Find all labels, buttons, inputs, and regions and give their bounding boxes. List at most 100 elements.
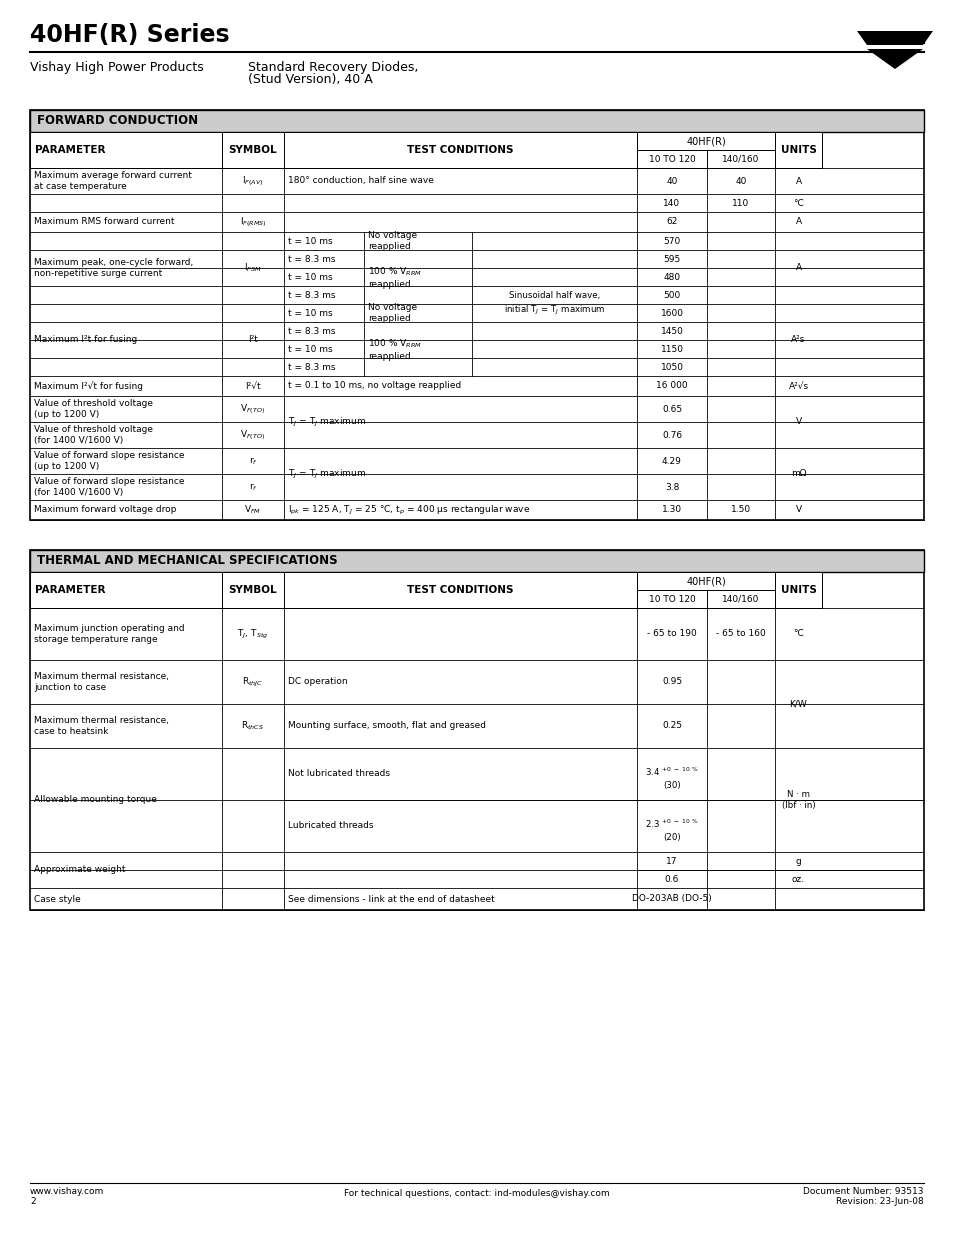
Bar — [30, 110, 923, 520]
Bar — [284, 572, 637, 608]
Text: Maximum forward voltage drop: Maximum forward voltage drop — [34, 505, 176, 515]
Bar — [637, 572, 774, 590]
Text: I$_{F(RMS)}$: I$_{F(RMS)}$ — [239, 215, 266, 228]
Text: 595: 595 — [662, 254, 679, 263]
Bar — [222, 132, 284, 168]
Text: °C: °C — [792, 630, 803, 638]
Bar — [706, 590, 774, 608]
Text: 17: 17 — [665, 857, 677, 866]
Text: V$_{F(TO)}$: V$_{F(TO)}$ — [240, 429, 265, 442]
Text: Value of threshold voltage
(up to 1200 V): Value of threshold voltage (up to 1200 V… — [34, 399, 152, 419]
Text: FORWARD CONDUCTION: FORWARD CONDUCTION — [37, 115, 198, 127]
Text: 140/160: 140/160 — [721, 594, 759, 604]
Text: g: g — [795, 857, 801, 866]
Text: 1150: 1150 — [659, 345, 682, 353]
Text: t = 10 ms: t = 10 ms — [288, 236, 333, 246]
Text: Value of threshold voltage
(for 1400 V/1600 V): Value of threshold voltage (for 1400 V/1… — [34, 425, 152, 446]
Text: UNITS: UNITS — [780, 144, 816, 156]
Text: Document Number: 93513: Document Number: 93513 — [802, 1187, 923, 1195]
Text: No voltage
reapplied: No voltage reapplied — [368, 303, 416, 324]
Text: Revision: 23-Jun-08: Revision: 23-Jun-08 — [836, 1197, 923, 1205]
Text: 0.65: 0.65 — [661, 405, 681, 414]
Text: t = 10 ms: t = 10 ms — [288, 345, 333, 353]
Text: TEST CONDITIONS: TEST CONDITIONS — [407, 144, 514, 156]
Text: 0.95: 0.95 — [661, 678, 681, 687]
Text: I$_{pk}$ = 125 A, T$_J$ = 25 °C, t$_p$ = 400 µs rectangular wave: I$_{pk}$ = 125 A, T$_J$ = 25 °C, t$_p$ =… — [288, 504, 530, 516]
Text: 40HF(R): 40HF(R) — [685, 136, 725, 146]
Text: 10 TO 120: 10 TO 120 — [648, 594, 695, 604]
Text: Approximate weight: Approximate weight — [34, 866, 126, 874]
Text: 180° conduction, half sine wave: 180° conduction, half sine wave — [288, 177, 434, 185]
Bar — [30, 550, 923, 910]
Text: 3.4 $^{+ 0\ -\ 10\ \%}$
(30): 3.4 $^{+ 0\ -\ 10\ \%}$ (30) — [644, 766, 699, 790]
Text: Not lubricated threads: Not lubricated threads — [288, 769, 390, 778]
Text: VISHAY.: VISHAY. — [862, 32, 927, 47]
Text: T$_J$ = T$_J$ maximum: T$_J$ = T$_J$ maximum — [288, 468, 366, 480]
Text: V: V — [795, 417, 801, 426]
Text: Vishay High Power Products: Vishay High Power Products — [30, 61, 204, 74]
Text: mΩ: mΩ — [790, 469, 805, 478]
Text: 100 % V$_{RRM}$
reapplied: 100 % V$_{RRM}$ reapplied — [368, 337, 421, 361]
Text: SYMBOL: SYMBOL — [229, 144, 277, 156]
Text: 40HF(R): 40HF(R) — [685, 576, 725, 585]
Text: I²t: I²t — [248, 336, 257, 345]
Text: Value of forward slope resistance
(for 1400 V/1600 V): Value of forward slope resistance (for 1… — [34, 477, 184, 498]
Text: T$_J$, T$_{Stg}$: T$_J$, T$_{Stg}$ — [237, 627, 269, 641]
Text: Case style: Case style — [34, 894, 81, 904]
Text: 480: 480 — [662, 273, 679, 282]
Text: For technical questions, contact: ind-modules@vishay.com: For technical questions, contact: ind-mo… — [344, 1188, 609, 1198]
Text: 0.25: 0.25 — [661, 721, 681, 730]
Bar — [222, 572, 284, 608]
Bar — [30, 550, 923, 572]
Text: I²√t: I²√t — [245, 382, 260, 390]
Polygon shape — [856, 31, 932, 44]
Text: A: A — [795, 217, 801, 226]
Text: SYMBOL: SYMBOL — [229, 585, 277, 595]
Bar — [637, 590, 706, 608]
Text: t = 10 ms: t = 10 ms — [288, 273, 333, 282]
Text: 140: 140 — [662, 199, 679, 207]
Text: oz.: oz. — [791, 874, 804, 883]
Text: A: A — [795, 177, 801, 185]
Text: A²s: A²s — [790, 336, 805, 345]
Bar — [637, 132, 774, 149]
Text: Maximum I²t for fusing: Maximum I²t for fusing — [34, 336, 137, 345]
Text: - 65 to 160: - 65 to 160 — [716, 630, 765, 638]
Text: t = 8.3 ms: t = 8.3 ms — [288, 363, 335, 372]
Text: 140/160: 140/160 — [721, 154, 759, 163]
Text: t = 8.3 ms: t = 8.3 ms — [288, 290, 335, 300]
Text: PARAMETER: PARAMETER — [35, 144, 106, 156]
Bar — [774, 132, 821, 168]
Text: 40: 40 — [735, 177, 746, 185]
Text: V$_{FM}$: V$_{FM}$ — [244, 504, 261, 516]
Text: 10 TO 120: 10 TO 120 — [648, 154, 695, 163]
Text: A²√s: A²√s — [787, 382, 808, 390]
Text: UNITS: UNITS — [780, 585, 816, 595]
Text: 1.30: 1.30 — [661, 505, 681, 515]
Bar — [637, 149, 706, 168]
Text: °C: °C — [792, 199, 803, 207]
Text: r$_f$: r$_f$ — [249, 456, 257, 467]
Text: Maximum RMS forward current: Maximum RMS forward current — [34, 217, 174, 226]
Text: DO-203AB (DO-5): DO-203AB (DO-5) — [632, 894, 711, 904]
Bar — [30, 132, 222, 168]
Bar — [706, 149, 774, 168]
Text: t = 10 ms: t = 10 ms — [288, 309, 333, 317]
Text: R$_{thCS}$: R$_{thCS}$ — [241, 720, 264, 732]
Text: Value of forward slope resistance
(up to 1200 V): Value of forward slope resistance (up to… — [34, 451, 184, 472]
Text: 100 % V$_{RRM}$
reapplied: 100 % V$_{RRM}$ reapplied — [368, 266, 421, 289]
Text: Maximum peak, one-cycle forward,
non-repetitive surge current: Maximum peak, one-cycle forward, non-rep… — [34, 258, 193, 278]
Text: 570: 570 — [662, 236, 679, 246]
Text: TEST CONDITIONS: TEST CONDITIONS — [407, 585, 514, 595]
Text: A: A — [795, 263, 801, 273]
Text: DC operation: DC operation — [288, 678, 347, 687]
Text: Mounting surface, smooth, flat and greased: Mounting surface, smooth, flat and greas… — [288, 721, 485, 730]
Bar — [284, 132, 637, 168]
Text: R$_{thJC}$: R$_{thJC}$ — [242, 676, 263, 689]
Text: 1.50: 1.50 — [730, 505, 750, 515]
Text: Standard Recovery Diodes,: Standard Recovery Diodes, — [248, 61, 418, 74]
Text: Lubricated threads: Lubricated threads — [288, 821, 374, 830]
Text: r$_f$: r$_f$ — [249, 482, 257, 493]
Text: 4.29: 4.29 — [661, 457, 681, 466]
Text: V$_{F(TO)}$: V$_{F(TO)}$ — [240, 403, 265, 416]
